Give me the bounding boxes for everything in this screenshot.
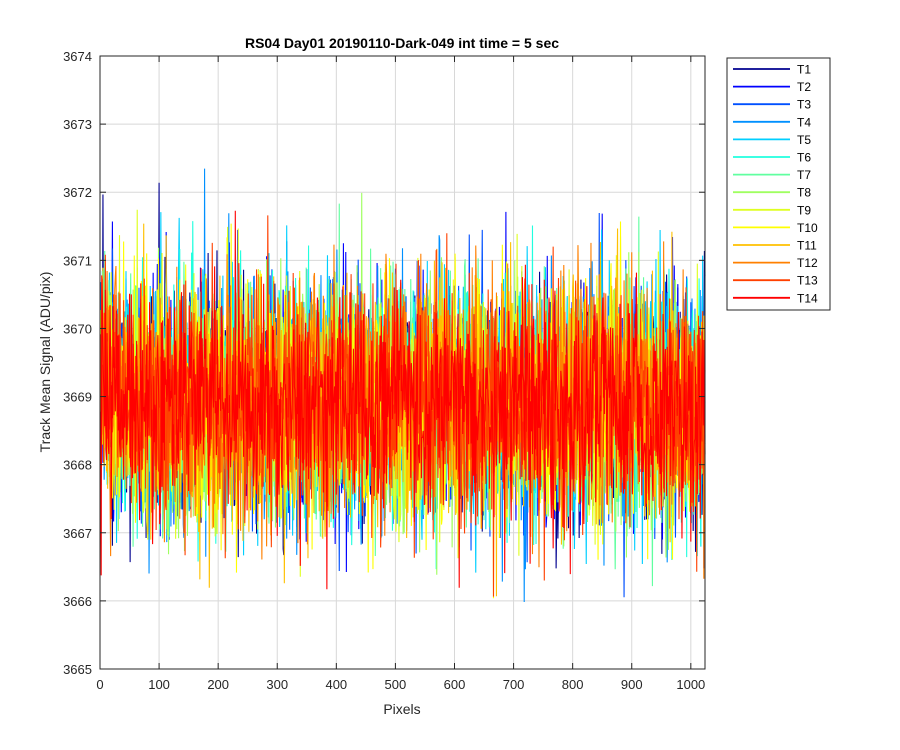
x-tick-label: 800 xyxy=(562,677,584,692)
x-axis-label: Pixels xyxy=(383,701,420,717)
x-tick-label: 700 xyxy=(503,677,525,692)
y-tick-label: 3665 xyxy=(63,662,92,677)
legend-label: T8 xyxy=(797,186,811,200)
legend-label: T7 xyxy=(797,168,811,182)
x-tick-label: 300 xyxy=(266,677,288,692)
y-tick-label: 3668 xyxy=(63,458,92,473)
x-tick-label: 0 xyxy=(96,677,103,692)
legend-label: T11 xyxy=(797,239,817,253)
y-axis-label: Track Mean Signal (ADU/pix) xyxy=(37,272,53,453)
legend-label: T6 xyxy=(797,151,811,165)
legend-box xyxy=(726,57,831,311)
y-axis: 3665 3666 3667 3668 3669 3670 3671 3672 3673 3674 xyxy=(63,49,705,677)
legend-items: T1 T2 T3 T4 T5 T6 T7 T8 T9 T10 T11 T12 T13 T14 xyxy=(733,63,818,305)
x-tick-label: 600 xyxy=(444,677,466,692)
y-tick-label: 3671 xyxy=(63,253,92,268)
x-tick-label: 200 xyxy=(207,677,229,692)
legend-label: T10 xyxy=(797,221,818,235)
legend-label: T2 xyxy=(797,80,811,94)
y-tick-label: 3667 xyxy=(63,526,92,541)
legend-label: T5 xyxy=(797,133,811,147)
axes: 0 100 200 300 400 500 600 700 800 900 1000 3665366… xyxy=(63,49,706,692)
x-tick-label: 1000 xyxy=(676,677,705,692)
legend-label: T12 xyxy=(797,256,818,270)
legend-label: T3 xyxy=(797,98,811,112)
x-tick-label: 400 xyxy=(325,677,347,692)
y-tick-label: 3674 xyxy=(63,49,92,64)
legend-label: T1 xyxy=(797,63,811,77)
legend-label: T13 xyxy=(797,274,818,288)
y-tick-label: 3672 xyxy=(63,185,92,200)
series-layer xyxy=(100,168,706,603)
x-tick-label: 900 xyxy=(621,677,643,692)
legend-label: T4 xyxy=(797,115,811,129)
x-tick-label: 500 xyxy=(385,677,407,692)
y-tick-label: 3669 xyxy=(63,390,92,405)
legend-label: T14 xyxy=(797,291,818,305)
legend-label: T9 xyxy=(797,203,811,217)
legend: T1 T2 T3 T4 T5 T6 T7 T8 T9 T10 T11 T12 T13 T14 xyxy=(726,57,831,311)
plot-frame xyxy=(99,55,706,670)
y-tick-label: 3673 xyxy=(63,117,92,132)
y-tick-label: 3670 xyxy=(63,321,92,336)
x-tick-label: 100 xyxy=(148,677,170,692)
y-tick-label: 3666 xyxy=(63,594,92,609)
chart-title: RS04 Day01 20190110-Dark-049 int time = … xyxy=(245,35,559,51)
series-line-t14 xyxy=(100,210,706,590)
x-axis: 0 100 200 300 400 500 600 700 800 900 1000 xyxy=(96,56,705,692)
